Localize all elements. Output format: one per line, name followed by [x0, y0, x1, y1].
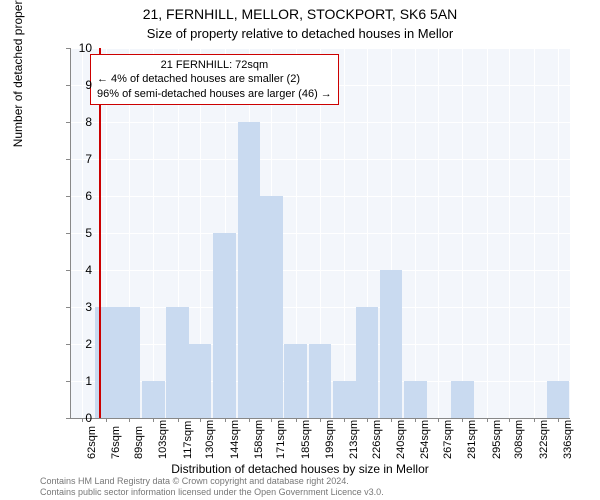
x-tick-label: 213sqm [348, 420, 360, 459]
bar [213, 233, 236, 418]
y-axis-label: Number of detached properties [11, 0, 25, 147]
bar [166, 307, 189, 418]
x-tick-label: 267sqm [442, 420, 454, 459]
x-tick-label: 171sqm [275, 420, 287, 459]
y-axis-line [70, 48, 71, 418]
y-tick-label: 5 [85, 226, 92, 240]
x-tick-label: 322sqm [538, 420, 550, 459]
bar [142, 381, 165, 418]
y-tick-label: 2 [85, 337, 92, 351]
y-tick-label: 9 [85, 78, 92, 92]
x-tick-label: 199sqm [324, 420, 336, 459]
bar [451, 381, 474, 418]
y-tick-label: 1 [85, 374, 92, 388]
bar [356, 307, 379, 418]
x-axis-label: Distribution of detached houses by size … [0, 462, 600, 476]
chart-title-address: 21, FERNHILL, MELLOR, STOCKPORT, SK6 5AN [0, 6, 600, 22]
bar [309, 344, 332, 418]
x-tick-label: 295sqm [491, 420, 503, 459]
bar [189, 344, 212, 418]
bar [404, 381, 427, 418]
x-tick-label: 76sqm [110, 426, 122, 459]
bar [547, 381, 570, 418]
bar [118, 307, 141, 418]
x-tick-label: 308sqm [513, 420, 525, 459]
x-tick-label: 185sqm [300, 420, 312, 459]
y-tick-label: 8 [85, 115, 92, 129]
x-tick-label: 103sqm [157, 420, 169, 459]
x-tick-label: 336sqm [562, 420, 574, 459]
x-tick-label: 89sqm [133, 426, 145, 459]
y-tick-label: 6 [85, 189, 92, 203]
y-tick-label: 10 [79, 41, 92, 55]
x-tick-label: 281sqm [466, 420, 478, 459]
footer-attribution: Contains HM Land Registry data © Crown c… [40, 476, 384, 498]
footer-line-2: Contains public sector information licen… [40, 487, 384, 498]
footer-line-1: Contains HM Land Registry data © Crown c… [40, 476, 384, 487]
bar [333, 381, 356, 418]
bar [284, 344, 307, 418]
plot-area: 21 FERNHILL: 72sqm← 4% of detached house… [70, 48, 570, 418]
x-tick-label: 144sqm [229, 420, 241, 459]
bar [380, 270, 403, 418]
x-tick-label: 226sqm [371, 420, 383, 459]
x-tick-label: 62sqm [86, 426, 98, 459]
x-tick-label: 240sqm [395, 420, 407, 459]
y-tick-label: 4 [85, 263, 92, 277]
x-tick-label: 130sqm [204, 420, 216, 459]
x-tick-label: 158sqm [253, 420, 265, 459]
bar [260, 196, 283, 418]
y-tick-label: 7 [85, 152, 92, 166]
chart-title-subtitle: Size of property relative to detached ho… [0, 26, 600, 41]
bar [238, 122, 261, 418]
y-tick-label: 0 [85, 411, 92, 425]
x-tick-label: 117sqm [182, 421, 194, 459]
x-tick-label: 254sqm [419, 420, 431, 459]
y-tick-label: 3 [85, 300, 92, 314]
